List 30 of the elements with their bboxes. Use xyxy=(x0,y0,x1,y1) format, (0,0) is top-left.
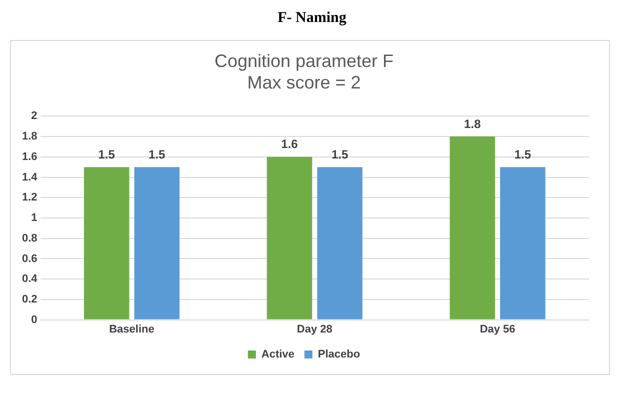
chart-title: F- Naming xyxy=(276,10,348,27)
bar xyxy=(450,136,496,320)
y-tick-label: 0.6 xyxy=(22,252,38,265)
x-tick-label: Day 28 xyxy=(296,323,332,336)
data-label: 1.5 xyxy=(98,147,116,162)
data-label: 1.5 xyxy=(514,147,532,162)
y-tick-label: 1 xyxy=(31,212,38,224)
data-label: 1.8 xyxy=(464,116,482,131)
y-tick-label: 1.8 xyxy=(22,130,38,143)
data-label: 1.5 xyxy=(331,147,348,162)
y-tick-label: 1.4 xyxy=(22,171,38,184)
legend-label: Placebo xyxy=(318,348,360,361)
data-label: 1.5 xyxy=(148,147,166,162)
bar xyxy=(500,167,546,320)
x-tick-label: Day 56 xyxy=(480,323,516,336)
legend-label: Active xyxy=(261,348,294,361)
chart-subtitle: Cognition parameter F Max score = 2 xyxy=(214,50,394,92)
y-tick-label: 1.2 xyxy=(22,192,38,204)
y-tick-label: 2 xyxy=(31,110,38,122)
bar xyxy=(84,167,130,320)
y-tick-label: 0.2 xyxy=(22,293,38,306)
data-label: 1.6 xyxy=(281,137,298,152)
y-tick-label: 0.8 xyxy=(22,232,38,244)
bar xyxy=(317,167,362,320)
y-tick-label: 0 xyxy=(31,314,38,326)
y-tick-label: 0.4 xyxy=(22,273,38,286)
bar xyxy=(266,156,312,320)
x-tick-label: Baseline xyxy=(109,323,154,336)
y-tick-label: 1.6 xyxy=(22,150,38,163)
bar xyxy=(134,167,180,320)
